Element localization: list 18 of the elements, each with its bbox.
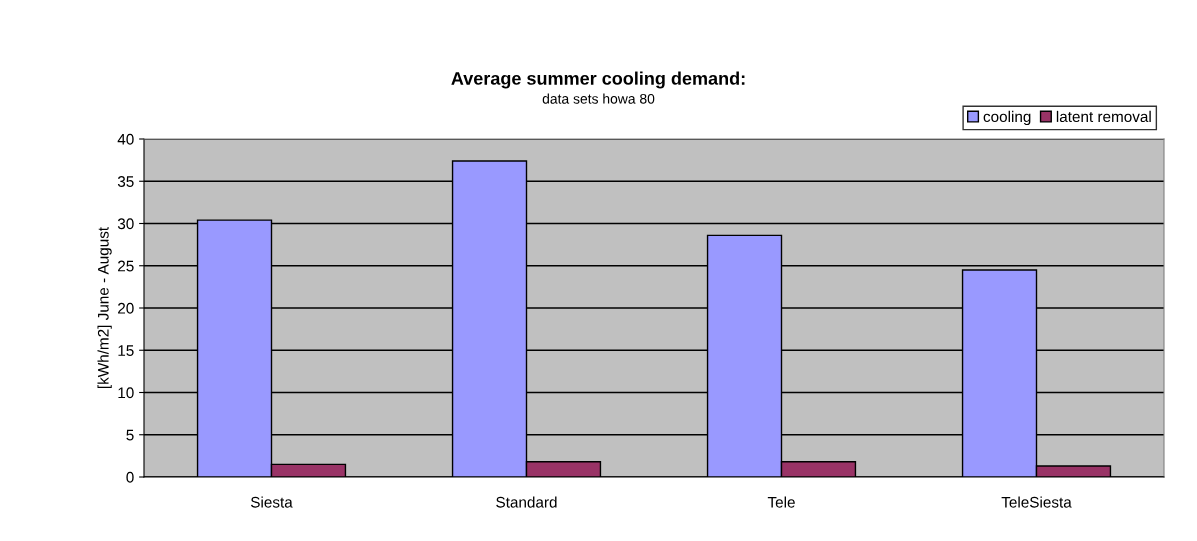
y-tick-label: 25	[118, 260, 134, 272]
x-tick-label: TeleSiesta	[1001, 496, 1072, 508]
y-axis-title: [kWh/m2] June - August	[97, 227, 112, 388]
y-tick-label: 35	[117, 176, 134, 187]
chart-subtitle: data sets howa 80	[542, 93, 655, 104]
legend-label: cooling	[983, 110, 1031, 126]
y-tick-label: 10	[118, 387, 134, 399]
y-tick-label: 40	[117, 133, 134, 145]
y-tick-label: 30	[117, 218, 134, 230]
x-tick-label: Tele	[767, 496, 795, 508]
chart-title: Average summer cooling demand:	[451, 71, 745, 89]
x-tick-label: Standard	[496, 496, 557, 508]
y-tick-label: 5	[126, 429, 134, 441]
y-tick-label: 15	[118, 345, 134, 356]
y-tick-label: 20	[118, 302, 134, 314]
y-tick-label: 0	[126, 471, 134, 483]
legend-label: latent removal	[1056, 110, 1151, 123]
x-tick-label: Siesta	[250, 496, 293, 508]
